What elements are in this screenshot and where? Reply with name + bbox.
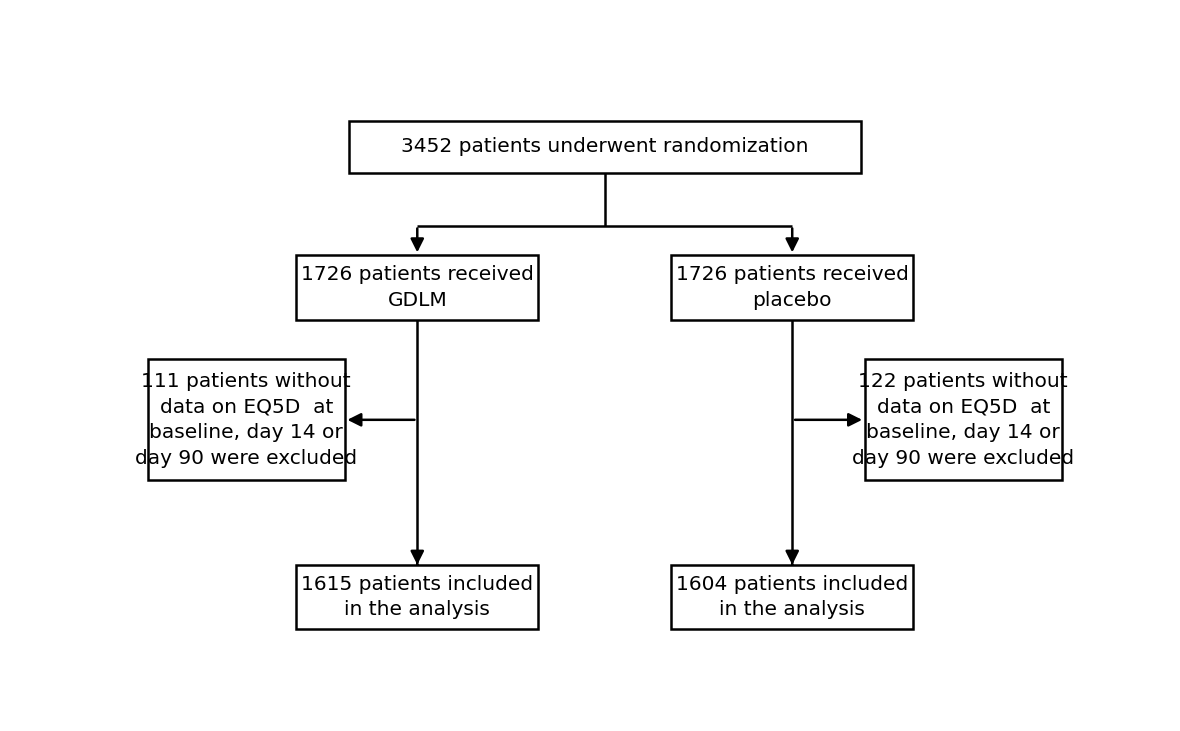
Text: 1604 patients included
in the analysis: 1604 patients included in the analysis: [676, 575, 909, 619]
FancyBboxPatch shape: [865, 360, 1062, 480]
FancyBboxPatch shape: [296, 565, 538, 629]
FancyBboxPatch shape: [671, 565, 913, 629]
Text: 1726 patients received
GDLM: 1726 patients received GDLM: [301, 265, 533, 310]
FancyBboxPatch shape: [348, 121, 861, 173]
Text: 1615 patients included
in the analysis: 1615 patients included in the analysis: [301, 575, 533, 619]
Text: 3452 patients underwent randomization: 3452 patients underwent randomization: [401, 137, 808, 156]
FancyBboxPatch shape: [148, 360, 345, 480]
Text: 1726 patients received
placebo: 1726 patients received placebo: [676, 265, 909, 310]
Text: 122 patients without
data on EQ5D  at
baseline, day 14 or
day 90 were excluded: 122 patients without data on EQ5D at bas…: [852, 371, 1074, 468]
FancyBboxPatch shape: [671, 255, 913, 320]
Text: 111 patients without
data on EQ5D  at
baseline, day 14 or
day 90 were excluded: 111 patients without data on EQ5D at bas…: [136, 371, 358, 468]
FancyBboxPatch shape: [296, 255, 538, 320]
